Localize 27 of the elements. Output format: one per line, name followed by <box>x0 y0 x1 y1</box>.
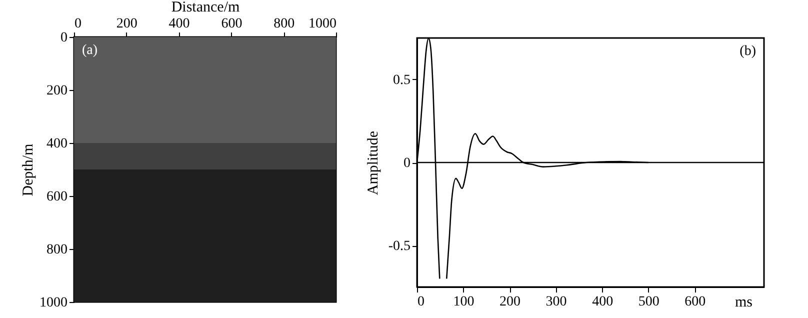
x-tick-label: 0 <box>74 16 82 32</box>
x-axis-title: Distance/m <box>171 0 240 16</box>
y-tick-label: 600 <box>46 190 68 204</box>
annotation: (b) <box>740 44 756 59</box>
x-tick-label: 100 <box>453 294 474 310</box>
x-tick-label: 200 <box>500 294 521 310</box>
x-tick-label: 800 <box>274 16 295 32</box>
y-tick-label: 0.5 <box>393 73 410 88</box>
annotation: (a) <box>82 43 98 58</box>
x-tick-label: 600 <box>221 16 242 32</box>
x-tick-label: 1000 <box>308 16 336 32</box>
x-tick-label: 300 <box>546 294 567 310</box>
y-axis-title: Amplitude <box>365 130 382 196</box>
y-tick-label: 0 <box>404 156 410 171</box>
x-tick-label: 0 <box>418 294 424 310</box>
y-tick-label: 400 <box>46 136 68 152</box>
y-tick-label: 0 <box>60 30 68 46</box>
x-tick-label: 200 <box>116 16 138 32</box>
y-tick-label: 800 <box>46 242 68 258</box>
x-tick-label: 400 <box>592 294 614 310</box>
y-tick-label: 200 <box>46 84 68 98</box>
x-tick-label: 400 <box>168 16 190 32</box>
y-tick-label: -0.5 <box>388 239 410 254</box>
x-tick-label: 600 <box>684 294 706 310</box>
x-axis-title: ms <box>734 294 753 310</box>
y-axis-title: Depth/m <box>20 143 36 196</box>
x-tick-label: 500 <box>638 294 660 310</box>
